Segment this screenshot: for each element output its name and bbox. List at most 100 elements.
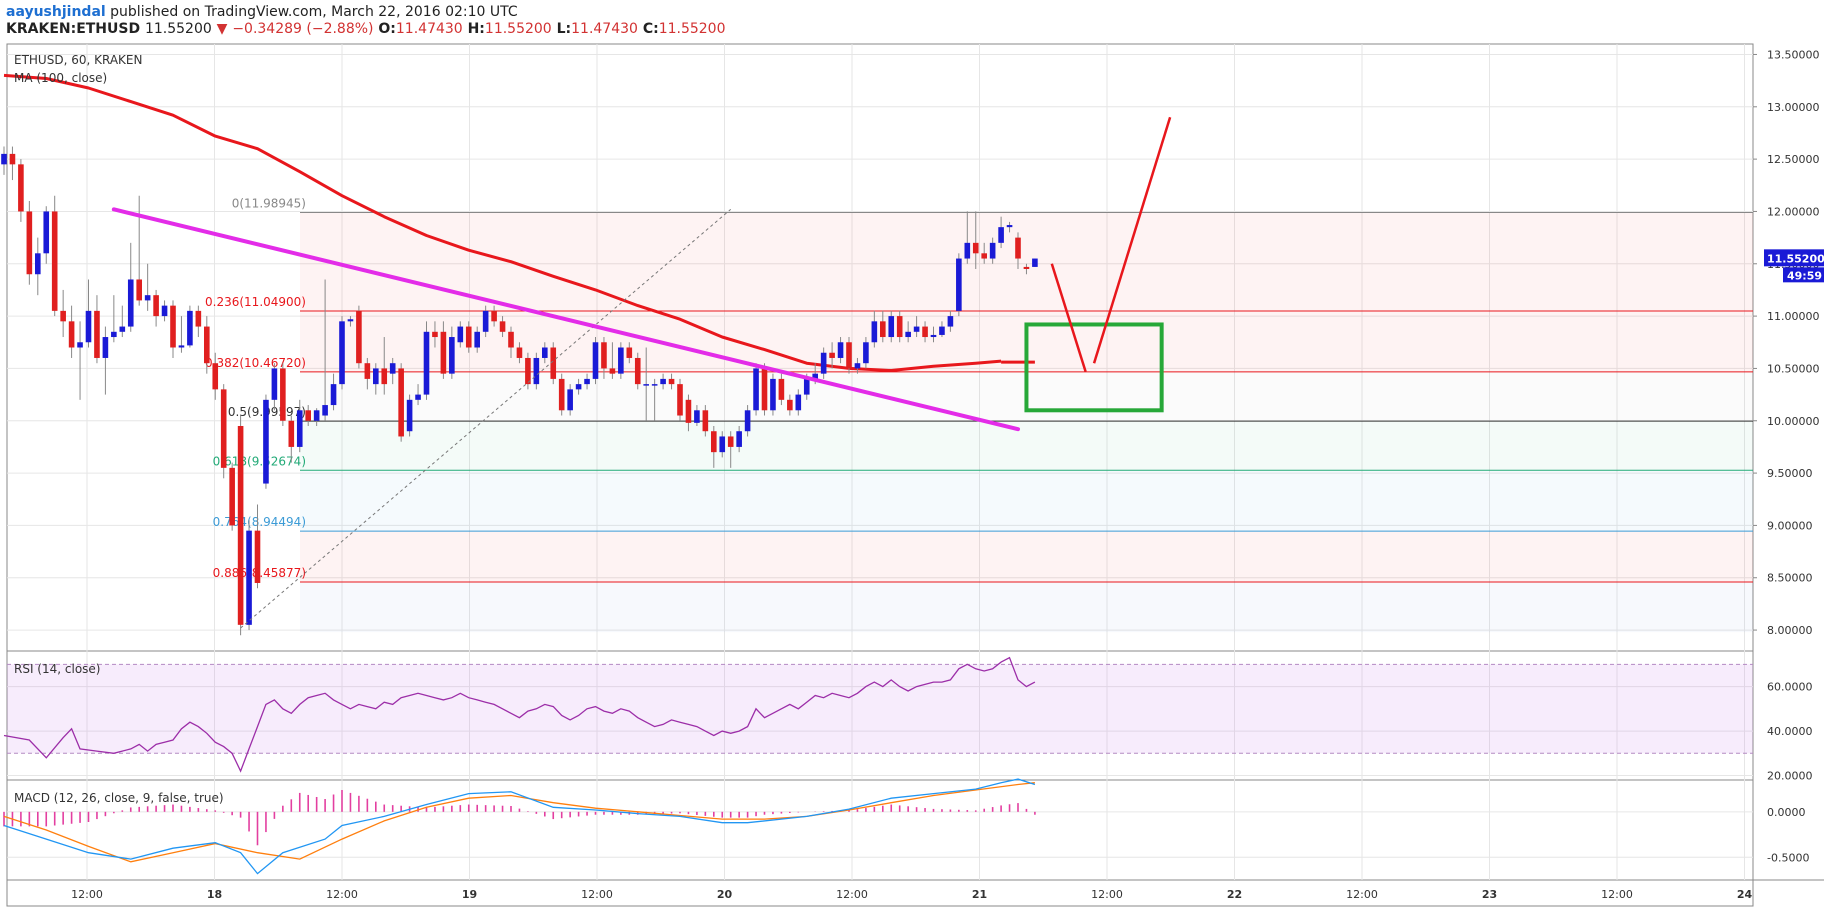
candle-body xyxy=(263,399,269,484)
candle-body xyxy=(356,310,362,364)
candle-body xyxy=(449,337,455,374)
fib-level-label: 0.382(10.46720) xyxy=(205,356,306,370)
symbol: KRAKEN:ETHUSD xyxy=(6,21,141,37)
low-value: 11.47430 xyxy=(571,21,638,37)
y-tick-label: 13.00000 xyxy=(1767,101,1820,114)
fib-level-label: 0.618(9.52674) xyxy=(213,454,306,468)
projection-leg xyxy=(1050,263,1087,372)
candle-body xyxy=(153,295,159,317)
candle-body xyxy=(668,378,675,385)
candle-body xyxy=(296,410,303,447)
macd-line xyxy=(3,778,1036,875)
fib-zone xyxy=(300,470,1753,532)
high-label: H: xyxy=(467,21,485,37)
candle-body xyxy=(288,420,295,447)
candle-body xyxy=(330,384,337,406)
candle-body xyxy=(998,227,1004,243)
price-tag-box xyxy=(1764,249,1824,267)
candle-body xyxy=(727,436,734,447)
price-tag: 11.55200 xyxy=(1767,252,1824,265)
candle-body xyxy=(592,342,599,379)
candle-body xyxy=(542,347,548,358)
ohlc-line: KRAKEN:ETHUSD 11.55200 ▼ −0.34289 (−2.88… xyxy=(6,21,726,37)
fib-zone xyxy=(300,531,1753,583)
candle-body xyxy=(601,342,607,369)
candle-body xyxy=(846,342,852,369)
y-tick-label: 10.00000 xyxy=(1767,415,1820,428)
x-tick-label: 12:00 xyxy=(581,888,613,901)
rsi-line xyxy=(3,656,1036,773)
x-tick-label: 22 xyxy=(1227,888,1242,901)
author-link[interactable]: aayushjindal xyxy=(6,4,106,20)
candle-body xyxy=(1032,258,1038,267)
candle-body xyxy=(102,337,109,358)
open-label: O: xyxy=(378,21,396,37)
candle-body xyxy=(457,326,464,343)
x-tick-label: 21 xyxy=(972,888,987,901)
rsi-tick-label: 40.0000 xyxy=(1767,725,1813,738)
last-price: 11.55200 xyxy=(144,21,212,37)
fib-zone xyxy=(300,421,1753,471)
fib-lines: 0(11.98945) 0.236(11.04900) 0.382(10.46720… xyxy=(205,197,1753,583)
candle-body xyxy=(237,425,244,625)
candle-body xyxy=(634,357,641,385)
candle-body xyxy=(127,279,134,327)
high-value: 11.55200 xyxy=(484,21,552,37)
candle-body xyxy=(60,310,66,322)
candle-body xyxy=(305,410,311,421)
candle-body xyxy=(744,410,751,432)
x-tick-label: 23 xyxy=(1482,888,1497,901)
candle-body xyxy=(77,342,83,348)
candle-body xyxy=(567,389,573,411)
candle-body xyxy=(491,310,497,322)
candle-body xyxy=(440,331,447,374)
axes: 12:00 18 12:00 19 12:00 20 12:00 21 12:00 22 12:00… xyxy=(71,48,1824,901)
candle-body xyxy=(778,378,785,400)
macd-tick-label: 0.0000 xyxy=(1767,806,1806,819)
candle-body xyxy=(694,410,700,423)
candle-body xyxy=(922,326,928,338)
candle-body xyxy=(271,368,278,400)
candle-body xyxy=(854,363,861,369)
close-value: 11.55200 xyxy=(658,21,726,37)
candle-body xyxy=(550,347,557,379)
candle-body xyxy=(651,384,658,386)
candle-body xyxy=(1006,225,1013,228)
candle-body xyxy=(1023,266,1030,270)
main-chart-title: ETHUSD, 60, KRAKEN xyxy=(14,53,142,67)
candle-body xyxy=(204,326,210,364)
candle-body xyxy=(212,363,219,390)
candle-body xyxy=(415,394,421,400)
candle-body xyxy=(229,467,235,526)
candle-body xyxy=(702,410,709,432)
candle-body xyxy=(9,153,16,165)
candle-body xyxy=(584,378,590,385)
countdown-box xyxy=(1783,267,1824,283)
grid xyxy=(7,44,1753,880)
candle-body xyxy=(254,530,261,583)
candle-body xyxy=(803,378,810,395)
candle-body xyxy=(677,384,683,416)
candle-body xyxy=(930,334,937,338)
candle-body xyxy=(432,331,438,338)
low-label: L: xyxy=(556,21,572,37)
candle-body xyxy=(43,211,50,254)
candle-body xyxy=(482,310,489,332)
candle-body xyxy=(373,368,379,385)
fib-fills xyxy=(300,212,1753,633)
x-tick-label: 12:00 xyxy=(1346,888,1378,901)
rsi-tick-label: 20.0000 xyxy=(1767,770,1813,783)
candle-body xyxy=(94,310,100,358)
candle-body xyxy=(516,347,523,358)
candle-body xyxy=(829,352,835,358)
candle-body xyxy=(947,316,954,327)
candle-body xyxy=(26,211,33,275)
candle-body xyxy=(35,253,41,275)
candle-body xyxy=(956,258,962,311)
candle-body xyxy=(787,399,793,411)
candle-body xyxy=(339,321,345,385)
candle-body xyxy=(880,321,886,338)
candles xyxy=(1,146,1038,636)
candle-body xyxy=(643,384,649,386)
